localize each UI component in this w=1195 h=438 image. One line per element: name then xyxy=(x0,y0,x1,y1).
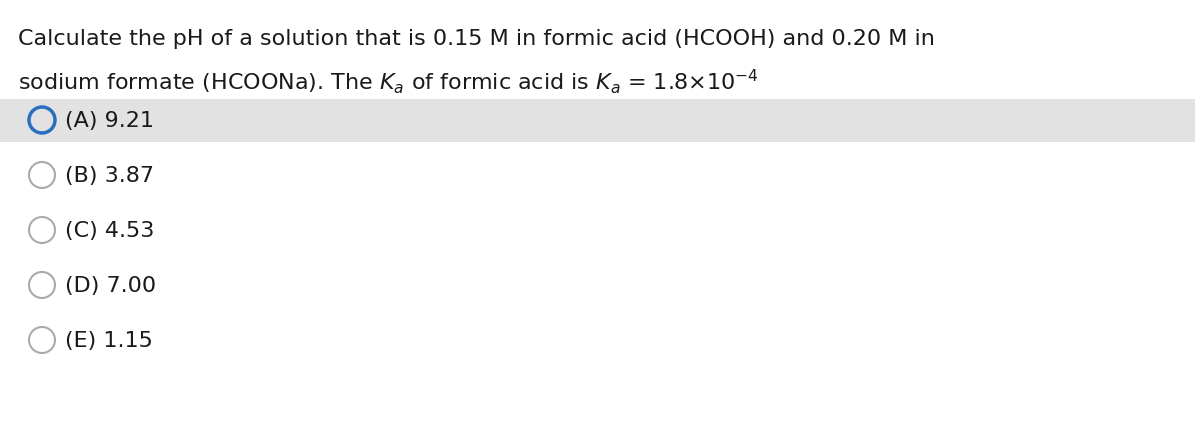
Text: (E) 1.15: (E) 1.15 xyxy=(65,330,153,350)
Text: (B) 3.87: (B) 3.87 xyxy=(65,166,154,186)
Text: sodium formate (HCOONa). The $K_a$ of formic acid is $K_a$ = 1.8×10$^{-4}$: sodium formate (HCOONa). The $K_a$ of fo… xyxy=(18,67,759,95)
Text: (C) 4.53: (C) 4.53 xyxy=(65,220,154,240)
Text: (D) 7.00: (D) 7.00 xyxy=(65,276,157,295)
Text: Calculate the pH of a solution that is 0.15 M in formic acid (HCOOH) and 0.20 M : Calculate the pH of a solution that is 0… xyxy=(18,29,934,49)
Text: (A) 9.21: (A) 9.21 xyxy=(65,111,154,131)
FancyBboxPatch shape xyxy=(0,99,1195,142)
